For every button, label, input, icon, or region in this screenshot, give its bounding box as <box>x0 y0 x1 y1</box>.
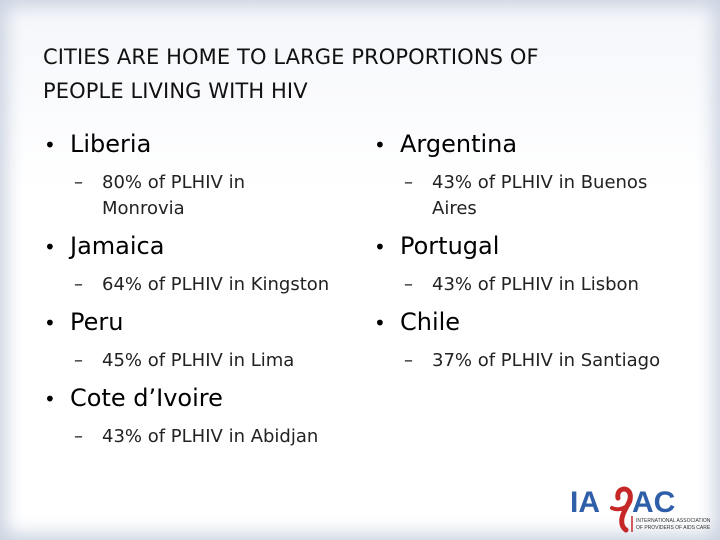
country-label: Peru <box>70 308 124 336</box>
list-item: • Chile – 37% of PLHIV in Santiago <box>374 308 704 374</box>
detail-text: 64% of PLHIV in Kingston <box>102 274 330 295</box>
bullet-icon: • <box>44 133 56 157</box>
logo-tagline-2: OF PROVIDERS OF AIDS CARE <box>636 525 711 531</box>
detail-text: 37% of PLHIV in Santiago <box>432 350 661 371</box>
list-item: • Portugal – 43% of PLHIV in Lisbon <box>374 232 704 298</box>
country-label: Cote d’Ivoire <box>70 384 223 412</box>
country-label: Portugal <box>400 232 500 260</box>
dash-icon: – <box>74 172 83 193</box>
dash-icon: – <box>74 274 83 295</box>
country-label: Jamaica <box>70 232 165 260</box>
bullet-icon: • <box>44 387 56 411</box>
logo-text-right: AC <box>632 486 675 519</box>
left-column: • Liberia – 80% of PLHIV in Monrovia • J… <box>44 130 364 460</box>
list-item: • Jamaica – 64% of PLHIV in Kingston <box>44 232 364 298</box>
dash-icon: – <box>404 172 413 193</box>
dash-icon: – <box>74 350 83 371</box>
detail-text: 80% of PLHIV in Monrovia <box>102 172 245 219</box>
slide-title: CITIES ARE HOME TO LARGE PROPORTIONS OF … <box>43 40 683 108</box>
logo-tagline-1: INTERNATIONAL ASSOCIATION <box>636 518 711 524</box>
country-label: Liberia <box>70 130 152 158</box>
dash-icon: – <box>404 274 413 295</box>
bullet-icon: • <box>44 235 56 259</box>
title-line-2: PEOPLE LIVING WITH HIV <box>43 79 308 103</box>
list-item: • Liberia – 80% of PLHIV in Monrovia <box>44 130 364 222</box>
detail-text: 43% of PLHIV in Abidjan <box>102 426 319 447</box>
detail-text: 43% of PLHIV in Lisbon <box>432 274 639 295</box>
country-label: Argentina <box>400 130 518 158</box>
bullet-icon: • <box>374 311 386 335</box>
bullet-icon: • <box>374 235 386 259</box>
bullet-icon: • <box>374 133 386 157</box>
list-item: • Peru – 45% of PLHIV in Lima <box>44 308 364 374</box>
title-line-1: CITIES ARE HOME TO LARGE PROPORTIONS OF <box>43 45 539 69</box>
detail-text: 45% of PLHIV in Lima <box>102 350 295 371</box>
iapac-logo: IA AC INTERNATIONAL ASSOCIATION OF PROVI… <box>570 486 711 533</box>
logo-text-left: IA <box>570 486 600 519</box>
dash-icon: – <box>74 426 83 447</box>
ribbon-icon <box>610 486 633 533</box>
detail-text: 43% of PLHIV in Buenos Aires <box>432 172 648 219</box>
dash-icon: – <box>404 350 413 371</box>
country-label: Chile <box>400 308 461 336</box>
bullet-icon: • <box>44 311 56 335</box>
list-item: • Cote d’Ivoire – 43% of PLHIV in Abidja… <box>44 384 364 450</box>
right-column: • Argentina – 43% of PLHIV in Buenos Air… <box>374 130 704 384</box>
list-item: • Argentina – 43% of PLHIV in Buenos Air… <box>374 130 704 222</box>
